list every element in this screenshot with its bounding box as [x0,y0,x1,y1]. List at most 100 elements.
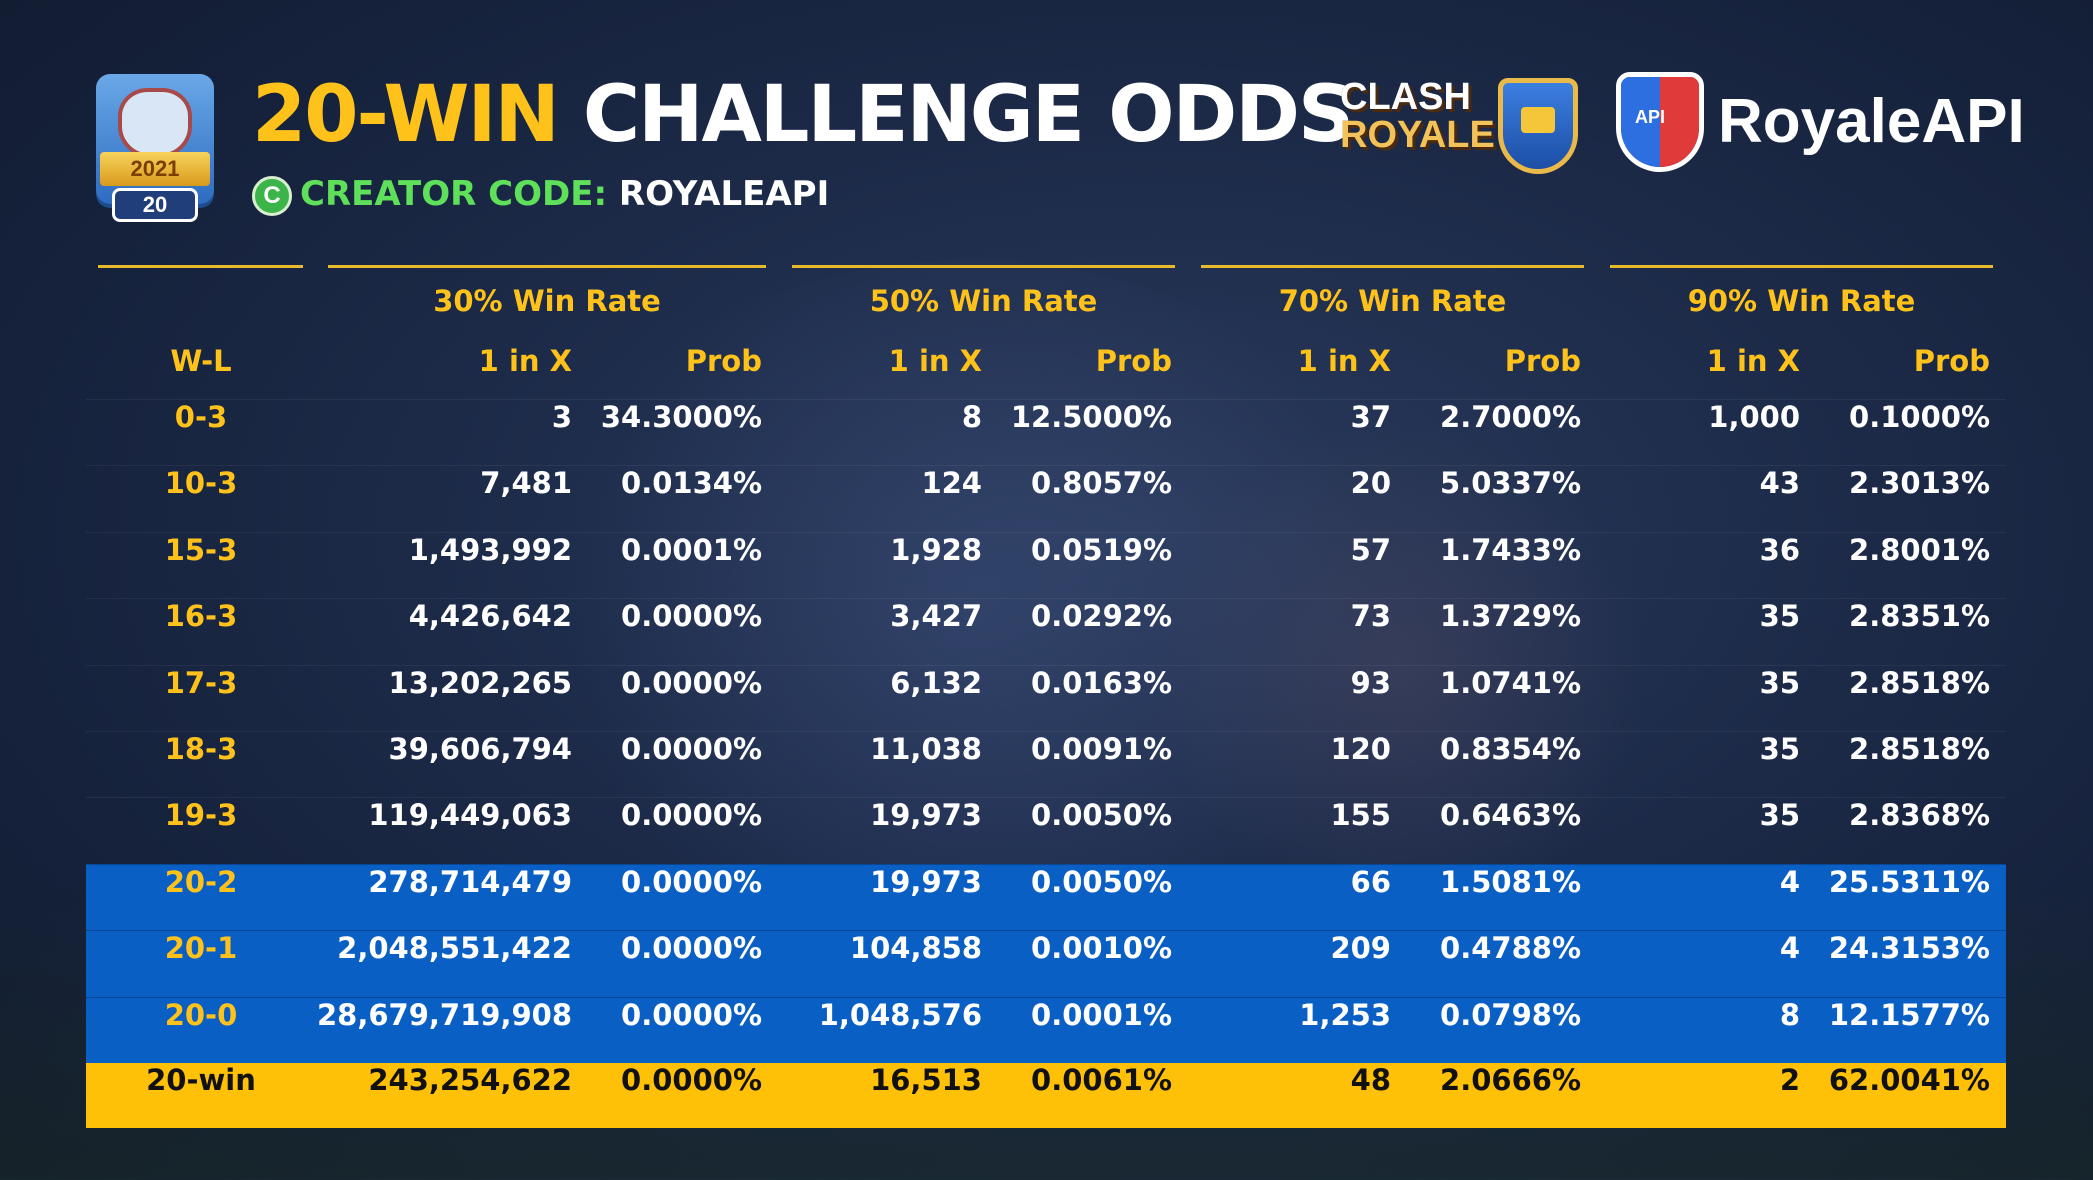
crown-shield-icon [1498,78,1578,174]
cell-probability: 0.1000% [1849,400,1990,434]
cell-one-in-x: 19,973 [870,864,982,899]
cell-one-in-x: 16,513 [870,1062,982,1097]
title-rest: CHALLENGE ODDS [582,70,1354,160]
royaleapi-logo: API RoyaleAPI [1616,72,2025,172]
table-row: 20-1 2,048,551,422 0.0000% 104,858 0.0010% 20… [86,930,2006,997]
cell-one-in-x: 57 [1350,532,1391,567]
cell-one-in-x: 3,427 [890,599,982,634]
challenge-badge-icon: 2021 20 [96,74,214,230]
cell-probability: 0.0050% [1031,798,1172,833]
table-row: 0-3 3 34.3000% 8 12.5000% 37 2.7000% 1,000 0.100… [86,399,2006,465]
cell-probability: 0.0000% [621,997,762,1032]
column-header-wl: W-L [170,344,232,378]
cell-one-in-x: 3 [551,400,572,434]
badge-year: 2021 [100,152,210,186]
cell-probability: 0.0134% [621,466,762,501]
row-wl-label: 19-3 [164,798,238,833]
cell-probability: 24.3153% [1828,931,1990,966]
column-header-1inx: 1 in X [888,344,982,378]
cell-one-in-x: 8 [961,400,982,434]
cell-one-in-x: 2 [1779,1062,1800,1097]
cell-probability: 0.0061% [1031,1062,1172,1097]
group-divider [1201,265,1584,268]
cell-probability: 2.8518% [1849,665,1990,700]
cell-one-in-x: 35 [1759,798,1800,833]
cell-one-in-x: 19,973 [870,798,982,833]
row-wl-label: 20-1 [164,931,238,966]
cell-probability: 0.0000% [621,798,762,833]
cell-probability: 0.0000% [621,1062,762,1097]
cell-one-in-x: 1,048,576 [818,997,982,1032]
cell-probability: 0.0798% [1440,997,1581,1032]
cell-one-in-x: 1,253 [1299,997,1391,1032]
group-label-70: 70% Win Rate [1278,284,1507,318]
cell-probability: 12.1577% [1828,997,1990,1032]
cell-one-in-x: 28,679,719,908 [316,997,572,1032]
cell-one-in-x: 155 [1330,798,1391,833]
row-wl-label: 17-3 [164,665,238,700]
cell-probability: 0.0000% [621,931,762,966]
row-wl-label: 18-3 [164,731,238,766]
row-wl-label: 20-0 [164,997,238,1032]
cell-probability: 0.6463% [1440,798,1581,833]
row-wl-label: 10-3 [164,466,238,501]
cell-probability: 0.0163% [1031,665,1172,700]
cell-probability: 0.0000% [621,599,762,634]
cell-one-in-x: 4,426,642 [408,599,572,634]
cell-probability: 0.0001% [1031,997,1172,1032]
cell-one-in-x: 120 [1330,731,1391,766]
api-shield-text: API [1635,107,1666,127]
cell-one-in-x: 43 [1759,466,1800,501]
cell-probability: 2.0666% [1440,1062,1581,1097]
cell-probability: 2.8518% [1849,731,1990,766]
cell-probability: 1.7433% [1440,532,1581,567]
cell-probability: 1.3729% [1440,599,1581,634]
cell-probability: 0.0050% [1031,864,1172,899]
cell-probability: 1.5081% [1440,864,1581,899]
cell-probability: 0.0010% [1031,931,1172,966]
creator-code: C CREATOR CODE: ROYALEAPI [252,174,829,216]
cell-one-in-x: 93 [1350,665,1391,700]
cell-one-in-x: 8 [1779,997,1800,1032]
cell-one-in-x: 11,038 [870,731,982,766]
crown-icon [118,88,192,158]
cell-probability: 0.0000% [621,731,762,766]
cell-one-in-x: 1,493,992 [408,532,572,567]
cell-one-in-x: 209 [1330,931,1391,966]
row-wl-label: 16-3 [164,599,238,634]
group-divider [792,265,1175,268]
group-label-90: 90% Win Rate [1687,284,1916,318]
row-wl-label: 15-3 [164,532,238,567]
group-label-30: 30% Win Rate [433,284,661,318]
clash-logo-line2: ROYALE [1340,114,1495,156]
cell-one-in-x: 4 [1779,864,1800,899]
table-row: 15-3 1,493,992 0.0001% 1,928 0.0519% 57 1.7433… [86,531,2006,598]
column-header-prob: Prob [685,344,762,378]
api-shield-icon: API [1616,72,1704,172]
cell-probability: 62.0041% [1828,1062,1990,1097]
cell-probability: 0.8057% [1031,466,1172,501]
cell-one-in-x: 37 [1350,400,1391,434]
cell-one-in-x: 7,481 [480,466,572,501]
creator-code-value: ROYALEAPI [618,174,830,214]
cell-one-in-x: 39,606,794 [388,731,572,766]
cell-probability: 0.0292% [1031,599,1172,634]
column-header-prob: Prob [1095,344,1172,378]
group-divider [328,265,766,268]
table-row: 18-3 39,606,794 0.0000% 11,038 0.0091% 120 0.8… [86,730,2006,797]
cell-probability: 0.0001% [621,532,762,567]
cell-probability: 2.8001% [1849,532,1990,567]
cell-one-in-x: 104,858 [849,931,982,966]
cell-probability: 2.7000% [1440,400,1581,434]
row-wl-label: 0-3 [174,400,228,434]
group-label-50: 50% Win Rate [869,284,1098,318]
background-glow [520,260,1420,960]
column-header-1inx: 1 in X [1297,344,1391,378]
row-wl-label: 20-2 [164,864,238,899]
clash-logo-line1: CLASH [1340,76,1471,118]
row-wl-label: 20-win [146,1062,256,1097]
cell-one-in-x: 4 [1779,931,1800,966]
title-highlight: 20-WIN [252,70,560,160]
cell-probability: 0.8354% [1440,731,1581,766]
table-row: 17-3 13,202,265 0.0000% 6,132 0.0163% 93 1.074… [86,664,2006,731]
